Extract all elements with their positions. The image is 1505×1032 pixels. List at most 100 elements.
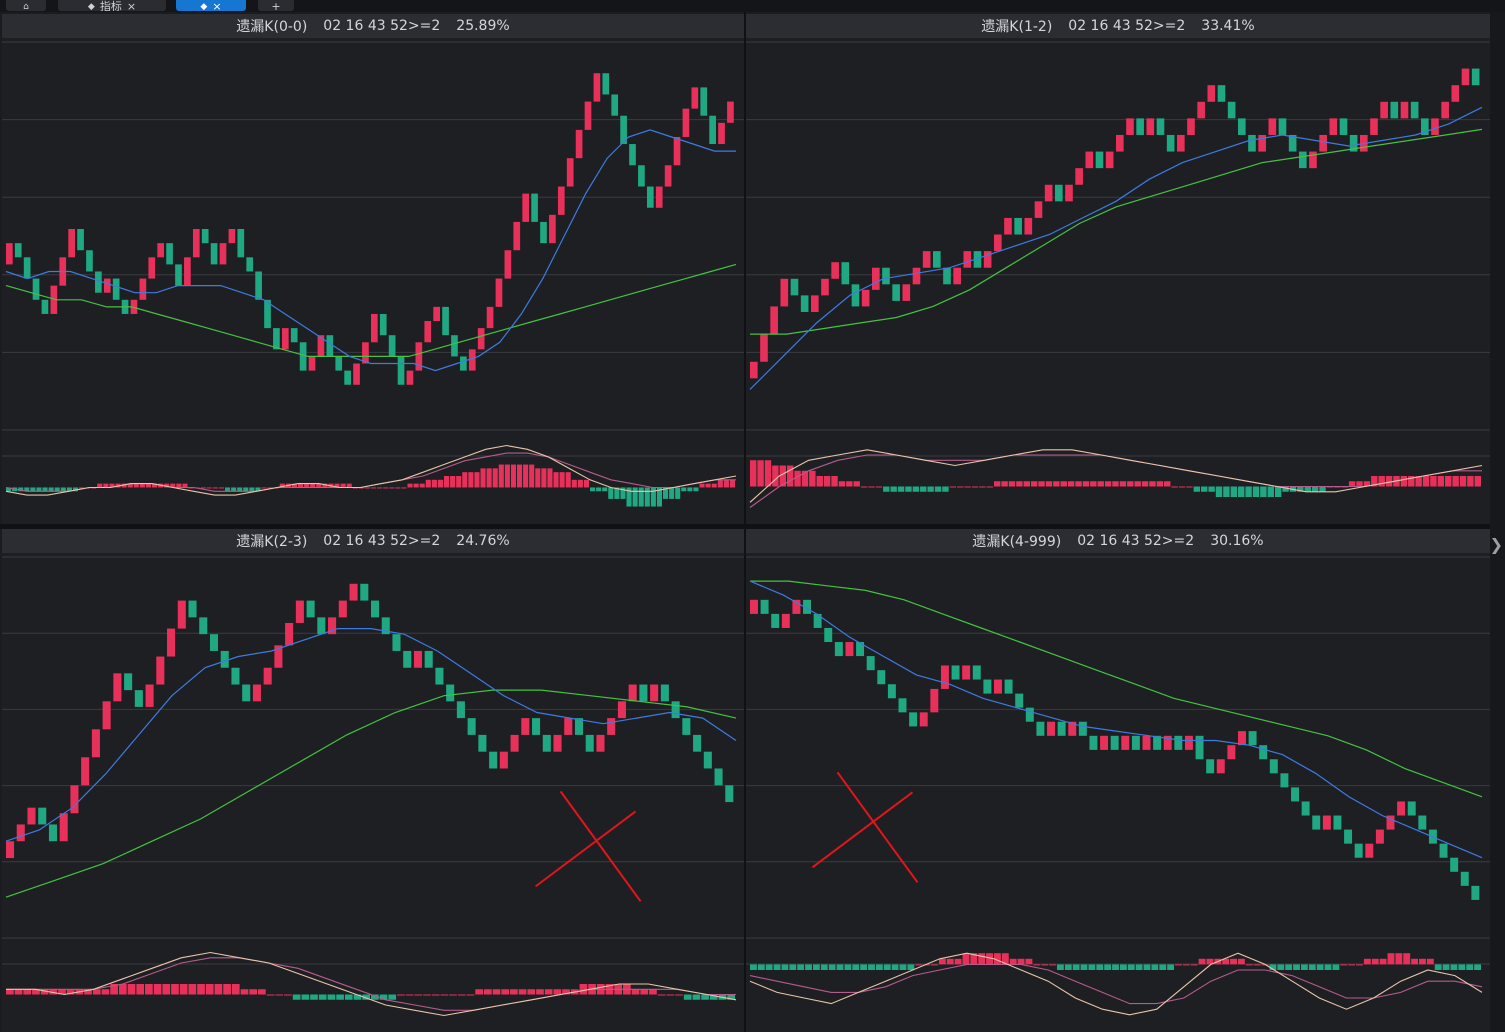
brick-down bbox=[231, 667, 240, 685]
brick-up bbox=[650, 684, 659, 702]
osc-bar-up bbox=[1422, 476, 1430, 487]
osc-bar-down bbox=[709, 994, 718, 1000]
brick-up bbox=[1400, 101, 1409, 119]
brick-down bbox=[693, 734, 702, 752]
osc-bar-up bbox=[1371, 958, 1379, 965]
plus-icon[interactable]: + bbox=[271, 0, 281, 11]
osc-bar-up bbox=[449, 994, 457, 996]
osc-bar-down bbox=[379, 994, 388, 1000]
brick-down bbox=[1055, 184, 1063, 202]
brick-up bbox=[1068, 721, 1077, 736]
close-icon[interactable]: × bbox=[212, 0, 222, 11]
panel-header: 遗漏K(4-999) 02 16 43 52>=2 30.16% bbox=[746, 529, 1490, 553]
osc-bar-up bbox=[527, 989, 536, 995]
brick-up bbox=[691, 87, 699, 109]
osc-bar-up bbox=[1049, 964, 1056, 966]
chart-canvas[interactable] bbox=[746, 553, 1490, 1032]
osc-bar-down bbox=[905, 486, 912, 492]
panel-divider-vertical[interactable] bbox=[744, 12, 746, 1032]
osc-bar-down bbox=[590, 487, 596, 492]
chevron-right-icon[interactable]: ❯ bbox=[1489, 535, 1503, 554]
osc-bar-up bbox=[23, 989, 32, 995]
brick-up bbox=[1322, 815, 1331, 830]
brick-up bbox=[1238, 731, 1246, 746]
brick-down bbox=[585, 734, 594, 752]
osc-fast-line bbox=[5, 444, 737, 496]
ma-slow-line bbox=[5, 689, 737, 898]
brick-up bbox=[1126, 118, 1134, 135]
brick-up bbox=[1121, 735, 1130, 750]
brick-up bbox=[1216, 759, 1225, 774]
ma-fast-line bbox=[5, 627, 737, 842]
osc-bar-up bbox=[1149, 481, 1156, 487]
osc-bar-down bbox=[1311, 486, 1319, 492]
panel-condition: 02 16 43 52>=2 bbox=[323, 18, 441, 34]
osc-bar-up bbox=[310, 483, 316, 488]
osc-bar-down bbox=[1215, 486, 1223, 497]
brick-up bbox=[811, 295, 819, 312]
brick-up bbox=[371, 313, 378, 343]
osc-bar-up bbox=[750, 460, 757, 487]
osc-bar-down bbox=[1319, 486, 1326, 492]
osc-bar-up bbox=[133, 483, 139, 488]
osc-bar-down bbox=[797, 964, 805, 970]
brick-down bbox=[1131, 735, 1140, 750]
osc-bar-down bbox=[608, 487, 614, 499]
panel-divider-horizontal[interactable] bbox=[0, 524, 1490, 529]
osc-bar-up bbox=[492, 989, 501, 995]
brick-down bbox=[299, 342, 307, 371]
osc-bar-down bbox=[318, 994, 327, 1000]
osc-bar-down bbox=[1143, 964, 1151, 970]
brick-down bbox=[264, 299, 271, 329]
brick-down bbox=[532, 718, 541, 735]
panel-title: 遗漏K(1-2) bbox=[981, 19, 1053, 35]
osc-bar-down bbox=[36, 487, 42, 492]
osc-bar-up bbox=[1045, 481, 1053, 487]
brick-down bbox=[1153, 735, 1162, 750]
brick-down bbox=[972, 665, 981, 680]
osc-bar-up bbox=[444, 476, 450, 488]
brick-up bbox=[1380, 101, 1388, 119]
tab-add[interactable]: + bbox=[258, 0, 294, 11]
chart-canvas[interactable] bbox=[746, 38, 1490, 524]
brick-up bbox=[157, 243, 165, 258]
osc-bar-down bbox=[1308, 964, 1316, 970]
tab-active[interactable]: ◆ × bbox=[176, 0, 246, 11]
osc-bar-down bbox=[1072, 964, 1080, 970]
osc-bar-up bbox=[535, 468, 541, 488]
osc-bar-up bbox=[577, 479, 583, 488]
brick-down bbox=[714, 768, 723, 786]
osc-bar-up bbox=[986, 953, 993, 965]
brick-up bbox=[607, 718, 616, 735]
brick-down bbox=[1206, 759, 1215, 774]
close-icon[interactable]: × bbox=[126, 0, 137, 11]
tab-home[interactable]: ⌂ bbox=[6, 0, 46, 11]
osc-bar-down bbox=[60, 487, 66, 492]
osc-bar-up bbox=[450, 476, 456, 488]
osc-bar-down bbox=[30, 487, 36, 492]
osc-bar-up bbox=[1001, 953, 1009, 965]
osc-bar-up bbox=[279, 483, 285, 488]
brick-down bbox=[1259, 745, 1268, 760]
brick-down bbox=[1057, 721, 1066, 736]
osc-bar-down bbox=[225, 487, 231, 492]
brick-up bbox=[1441, 101, 1449, 119]
osc-bar-up bbox=[437, 479, 443, 488]
brick-up bbox=[831, 262, 839, 279]
osc-bar-up bbox=[1411, 958, 1419, 965]
brick-down bbox=[326, 335, 334, 357]
brick-down bbox=[1078, 721, 1087, 736]
osc-bar-up bbox=[831, 476, 838, 487]
brick-down bbox=[1280, 773, 1289, 788]
chart-canvas[interactable] bbox=[2, 553, 744, 1032]
osc-bar-up bbox=[152, 483, 158, 488]
osc-bar-up bbox=[371, 487, 377, 489]
osc-bar-down bbox=[1238, 486, 1245, 497]
brick-up bbox=[1451, 85, 1460, 102]
osc-bar-down bbox=[1269, 964, 1277, 970]
chart-canvas[interactable] bbox=[2, 38, 744, 524]
osc-slow-line bbox=[6, 957, 736, 1011]
tab-indicator[interactable]: ◆ 指标 × bbox=[58, 0, 166, 11]
brick-up bbox=[522, 193, 530, 222]
osc-bar-up bbox=[875, 486, 883, 488]
